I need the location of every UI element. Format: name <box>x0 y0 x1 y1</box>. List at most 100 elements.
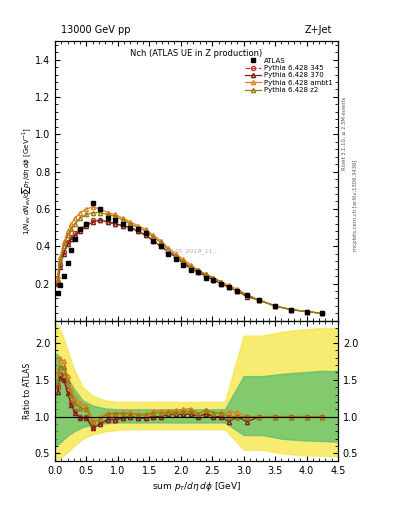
Pythia 6.428 z2 <box>78 215 83 221</box>
Pythia 6.428 345 <box>204 273 208 279</box>
Pythia 6.428 ambt1 <box>211 275 216 281</box>
Pythia 6.428 z2 <box>257 297 262 304</box>
ATLAS <box>320 310 325 316</box>
Pythia 6.428 z2 <box>84 211 89 218</box>
Pythia 6.428 345 <box>90 217 95 223</box>
Pythia 6.428 z2 <box>273 303 277 309</box>
Text: Nch (ATLAS UE in Z production): Nch (ATLAS UE in Z production) <box>130 49 263 58</box>
ATLAS <box>151 238 156 244</box>
ATLAS <box>288 307 293 313</box>
Pythia 6.428 370 <box>273 303 277 309</box>
Pythia 6.428 z2 <box>69 226 74 232</box>
Pythia 6.428 345 <box>143 232 148 238</box>
Pythia 6.428 ambt1 <box>304 308 309 314</box>
Pythia 6.428 z2 <box>121 217 125 223</box>
ATLAS <box>143 230 148 236</box>
Pythia 6.428 370 <box>55 281 60 287</box>
ATLAS <box>181 262 185 268</box>
Pythia 6.428 345 <box>136 228 140 234</box>
Pythia 6.428 345 <box>121 223 125 229</box>
Pythia 6.428 z2 <box>320 310 325 316</box>
Pythia 6.428 z2 <box>181 258 185 264</box>
Pythia 6.428 z2 <box>90 209 95 216</box>
Pythia 6.428 z2 <box>55 276 60 283</box>
Pythia 6.428 z2 <box>189 264 193 270</box>
Pythia 6.428 ambt1 <box>219 279 223 285</box>
ATLAS <box>58 282 62 288</box>
Pythia 6.428 370 <box>136 228 140 234</box>
ATLAS <box>257 297 262 304</box>
Pythia 6.428 z2 <box>105 211 110 218</box>
ATLAS <box>244 292 249 298</box>
ATLAS <box>69 247 74 253</box>
Pythia 6.428 z2 <box>98 209 103 216</box>
ATLAS <box>55 290 60 296</box>
Pythia 6.428 345 <box>196 269 201 275</box>
Pythia 6.428 370 <box>151 238 156 244</box>
Pythia 6.428 370 <box>84 223 89 229</box>
Pythia 6.428 345 <box>244 292 249 298</box>
Pythia 6.428 ambt1 <box>166 245 171 251</box>
Pythia 6.428 345 <box>98 217 103 223</box>
Pythia 6.428 ambt1 <box>143 226 148 232</box>
Pythia 6.428 370 <box>304 308 309 314</box>
Pythia 6.428 345 <box>219 281 223 287</box>
Pythia 6.428 ambt1 <box>235 286 240 292</box>
ATLAS <box>61 273 66 279</box>
Pythia 6.428 z2 <box>173 252 178 259</box>
ATLAS <box>73 236 77 242</box>
Pythia 6.428 z2 <box>288 307 293 313</box>
ATLAS <box>166 250 171 257</box>
Pythia 6.428 370 <box>73 232 77 238</box>
Pythia 6.428 ambt1 <box>69 221 74 227</box>
ATLAS <box>84 221 89 227</box>
ATLAS <box>304 308 309 314</box>
Pythia 6.428 370 <box>121 223 125 229</box>
Pythia 6.428 ambt1 <box>158 238 163 244</box>
Pythia 6.428 370 <box>173 254 178 261</box>
Pythia 6.428 ambt1 <box>173 250 178 257</box>
Pythia 6.428 370 <box>235 288 240 294</box>
Pythia 6.428 345 <box>211 276 216 283</box>
ATLAS <box>235 288 240 294</box>
Pythia 6.428 ambt1 <box>113 211 118 218</box>
Pythia 6.428 z2 <box>166 247 171 253</box>
ATLAS <box>121 221 125 227</box>
Pythia 6.428 ambt1 <box>189 262 193 268</box>
Pythia 6.428 370 <box>288 307 293 313</box>
Pythia 6.428 z2 <box>143 228 148 234</box>
Pythia 6.428 370 <box>166 249 171 255</box>
Text: Z+Jet: Z+Jet <box>305 26 332 35</box>
ATLAS <box>158 243 163 249</box>
Pythia 6.428 370 <box>98 217 103 223</box>
Pythia 6.428 370 <box>189 266 193 272</box>
Pythia 6.428 345 <box>58 262 62 268</box>
Pythia 6.428 370 <box>128 224 133 230</box>
Pythia 6.428 370 <box>320 310 325 316</box>
Pythia 6.428 370 <box>113 221 118 227</box>
Line: Pythia 6.428 345: Pythia 6.428 345 <box>55 218 324 315</box>
Pythia 6.428 345 <box>65 240 70 246</box>
Text: Rivet 3.1.10, ≥ 2.3M events: Rivet 3.1.10, ≥ 2.3M events <box>342 96 346 170</box>
Y-axis label: $1/N_{ev}\ dN_{ev}/d\!\sum\!p_T/d\eta\,d\phi\ [\mathrm{GeV}^{-1}]$: $1/N_{ev}\ dN_{ev}/d\!\sum\!p_T/d\eta\,d… <box>20 127 33 234</box>
Text: ATLAS_2019_11...: ATLAS_2019_11... <box>163 248 219 254</box>
Pythia 6.428 345 <box>189 266 193 272</box>
Pythia 6.428 345 <box>320 310 325 316</box>
Pythia 6.428 345 <box>288 307 293 313</box>
Pythia 6.428 z2 <box>73 221 77 227</box>
Pythia 6.428 345 <box>73 230 77 236</box>
Pythia 6.428 z2 <box>58 258 62 264</box>
Pythia 6.428 ambt1 <box>273 303 277 309</box>
Pythia 6.428 ambt1 <box>78 209 83 216</box>
Pythia 6.428 345 <box>151 238 156 244</box>
ATLAS <box>173 256 178 262</box>
Pythia 6.428 370 <box>211 276 216 283</box>
Pythia 6.428 ambt1 <box>73 215 77 221</box>
Pythia 6.428 z2 <box>244 292 249 298</box>
ATLAS <box>136 226 140 232</box>
Pythia 6.428 345 <box>78 226 83 232</box>
Pythia 6.428 ambt1 <box>90 204 95 210</box>
Pythia 6.428 z2 <box>61 243 66 249</box>
Text: mcplots.cern.ch [arXiv:1306.3436]: mcplots.cern.ch [arXiv:1306.3436] <box>353 159 358 250</box>
Pythia 6.428 345 <box>257 297 262 304</box>
